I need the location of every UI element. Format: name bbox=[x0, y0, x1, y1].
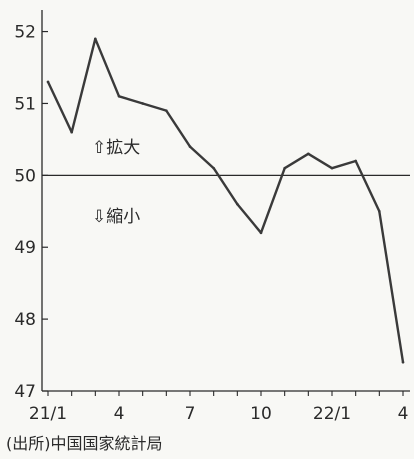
x-tick-label: 10 bbox=[250, 404, 272, 424]
y-axis-ticks: 52 51 50 49 48 47 bbox=[14, 23, 48, 402]
axes bbox=[41, 10, 410, 392]
source-note: (出所)中国国家統計局 bbox=[6, 434, 163, 453]
data-point bbox=[70, 130, 73, 134]
data-point bbox=[259, 231, 263, 235]
y-tick-label: 50 bbox=[14, 166, 36, 186]
series-line bbox=[46, 37, 405, 364]
series-group bbox=[46, 37, 405, 364]
shrink-annotation: ⇩縮小 bbox=[92, 207, 140, 227]
data-point bbox=[94, 37, 97, 41]
y-tick-label: 49 bbox=[14, 238, 36, 258]
up-arrow-icon: ⇧ bbox=[92, 138, 106, 158]
x-tick-label: 7 bbox=[185, 404, 196, 424]
data-point bbox=[307, 152, 310, 156]
data-point bbox=[330, 166, 334, 170]
data-point bbox=[141, 102, 144, 105]
y-tick-label: 52 bbox=[14, 23, 36, 43]
data-point bbox=[46, 80, 50, 84]
x-tick-label: 4 bbox=[114, 404, 125, 424]
x-tick-label: 21/1 bbox=[29, 404, 67, 424]
data-point bbox=[354, 159, 357, 163]
expand-label: 拡大 bbox=[106, 138, 140, 158]
x-axis-ticks: 21/1 4 7 10 22/1 4 bbox=[29, 391, 409, 424]
data-point bbox=[401, 360, 405, 364]
annotations: ⇧拡大 ⇩縮小 bbox=[92, 138, 140, 227]
data-point bbox=[283, 166, 286, 170]
down-arrow-icon: ⇩ bbox=[92, 207, 106, 227]
data-point bbox=[212, 166, 215, 170]
x-tick-label: 4 bbox=[398, 404, 409, 424]
y-tick-label: 48 bbox=[14, 310, 36, 330]
y-tick-label: 47 bbox=[14, 382, 36, 402]
expand-annotation: ⇧拡大 bbox=[92, 138, 140, 158]
shrink-label: 縮小 bbox=[106, 207, 140, 227]
data-point bbox=[236, 202, 239, 206]
data-point bbox=[117, 94, 121, 98]
data-point bbox=[378, 209, 381, 213]
data-point bbox=[165, 109, 168, 112]
x-tick-label: 22/1 bbox=[313, 404, 351, 424]
data-point bbox=[188, 145, 192, 148]
y-tick-label: 51 bbox=[14, 94, 36, 114]
